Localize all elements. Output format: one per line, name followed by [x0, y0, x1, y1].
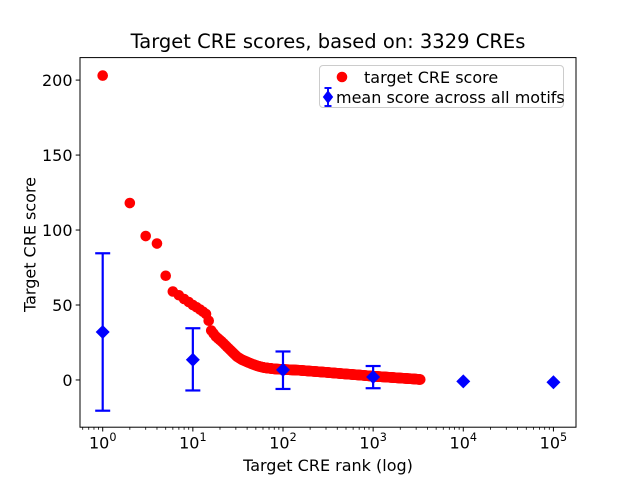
y-tick-label: 100 [42, 221, 73, 240]
blue-diamond-errorbar-icon [320, 86, 336, 108]
y-tick-label: 50 [52, 296, 72, 315]
y-tick-label: 0 [62, 371, 72, 390]
mean-score-point [185, 352, 200, 367]
y-tick-label: 150 [42, 146, 73, 165]
red-dot-icon [320, 70, 364, 84]
x-tick-label: 105 [540, 431, 567, 453]
mean-score-point [366, 369, 381, 384]
legend: target CRE score mean score across all m… [319, 65, 565, 108]
axes: 0 50 100 150 200 100 101 102 103 104 105 [42, 57, 577, 453]
mean-score-point [456, 374, 471, 389]
x-tick-label: 104 [450, 431, 477, 453]
x-tick-label: 101 [179, 431, 206, 453]
x-tick-label: 100 [89, 431, 116, 453]
series-mean-score [95, 252, 561, 412]
mean-score-point [546, 375, 561, 390]
x-tick-label: 102 [269, 431, 296, 453]
mean-score-point [275, 362, 290, 377]
x-tick-label: 103 [359, 431, 386, 453]
x-axis-label: Target CRE rank (log) [243, 456, 413, 475]
y-axis-label: Target CRE score [20, 176, 40, 313]
legend-label-mean-score: mean score across all motifs [336, 87, 565, 107]
mean-score-point [95, 324, 110, 339]
series-target-cre-score [97, 70, 426, 385]
legend-label-target-cre-score: target CRE score [364, 67, 499, 87]
y-tick-label: 200 [42, 71, 73, 90]
chart-title: Target CRE scores, based on: 3329 CREs [130, 30, 526, 53]
legend-item-target-cre-score: target CRE score [320, 67, 563, 87]
legend-item-mean-score: mean score across all motifs [320, 86, 565, 108]
